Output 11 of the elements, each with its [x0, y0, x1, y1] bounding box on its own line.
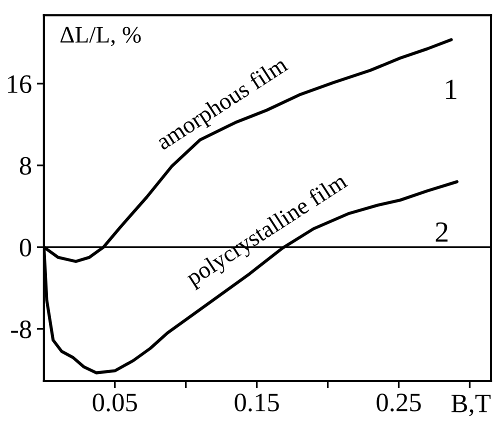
- y-tick-label: -8: [11, 320, 32, 338]
- y-axis-title: ΔL/L, %: [60, 26, 141, 46]
- y-tick-label: 16: [8, 75, 32, 94]
- x-tick-label: 0.25: [376, 394, 421, 412]
- x-axis-title: B,T: [451, 394, 491, 416]
- annotation: 2: [436, 222, 448, 242]
- y-tick-label: 0: [20, 238, 32, 257]
- y-tick-label: 8: [20, 156, 32, 175]
- x-tick-label: 0.15: [234, 394, 279, 412]
- annotation: 1: [446, 80, 456, 99]
- x-tick-label: 0.05: [92, 394, 137, 412]
